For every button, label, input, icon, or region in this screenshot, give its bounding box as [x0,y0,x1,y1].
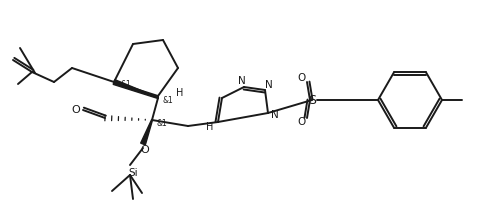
Text: &1: &1 [121,80,131,88]
Text: H: H [176,88,184,98]
Polygon shape [113,80,158,99]
Text: &1: &1 [163,96,173,104]
Text: &1: &1 [156,119,167,127]
Text: Si: Si [128,168,138,178]
Text: S: S [308,93,316,107]
Text: N: N [271,110,279,120]
Text: N: N [238,76,246,86]
Text: O: O [141,145,149,155]
Text: O: O [72,105,80,115]
Text: H: H [206,122,214,132]
Polygon shape [141,120,152,145]
Text: O: O [297,73,305,83]
Text: O: O [297,117,305,127]
Text: N: N [265,80,273,90]
